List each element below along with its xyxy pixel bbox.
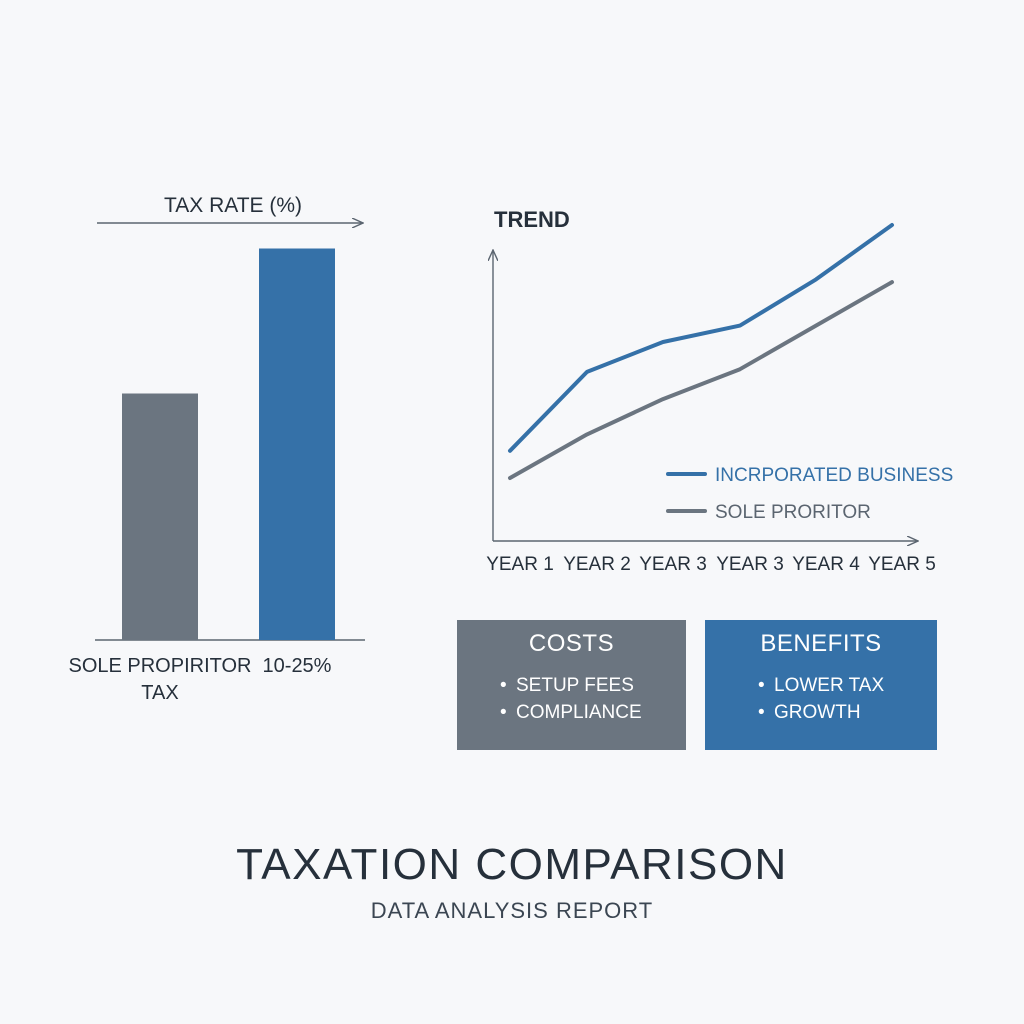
x-tick-label: YEAR 2 — [563, 554, 631, 575]
legend-label: INCRPORATED BUSINESS — [715, 465, 953, 486]
bar-chart: TAX RATE (%) SOLE PROPIRITOR TAX 10-25% — [68, 194, 365, 704]
series-line-2 — [508, 280, 894, 480]
x-tick-label: YEAR 4 — [792, 554, 860, 575]
line-chart-title: TREND — [494, 207, 570, 232]
benefits-list: LOWER TAX GROWTH — [705, 672, 937, 726]
report-subtitle: DATA ANALYSIS REPORT — [370, 898, 654, 923]
bar-1 — [122, 393, 198, 640]
bar-chart-title: TAX RATE (%) — [164, 194, 302, 217]
bar-category-label: TAX — [141, 682, 178, 704]
line-chart: TREND YEAR 1 YEAR 2 YEAR 3 YEAR 3 YEAR 4 YEAR… — [486, 207, 953, 575]
bars-group — [122, 248, 335, 640]
costs-title: COSTS — [528, 630, 615, 657]
x-tick-label: YEAR 5 — [868, 554, 936, 575]
bar-2 — [259, 248, 335, 640]
costs-item: COMPLIANCE — [500, 699, 686, 726]
costs-item: SETUP FEES — [500, 672, 686, 699]
x-tick-label: YEAR 3 — [716, 554, 784, 575]
bar-category-label: 10-25% — [263, 655, 332, 677]
costs-box: COSTS SETUP FEES COMPLIANCE — [457, 620, 686, 750]
bar-category-label: SOLE PROPIRITOR — [68, 655, 251, 677]
x-tick-label: YEAR 1 — [486, 554, 554, 575]
benefits-item: LOWER TAX — [758, 672, 937, 699]
report-title: TAXATION COMPARISON — [236, 840, 788, 889]
series-line-1 — [508, 223, 894, 453]
series-lines-group — [508, 223, 894, 480]
x-tick-label: YEAR 3 — [639, 554, 707, 575]
benefits-box: BENEFITS LOWER TAX GROWTH — [705, 620, 937, 750]
benefits-item: GROWTH — [758, 699, 937, 726]
bar-labels-group: SOLE PROPIRITOR TAX 10-25% — [68, 655, 331, 704]
legend-label: SOLE PRORITOR — [715, 502, 871, 523]
x-tick-labels-group: YEAR 1 YEAR 2 YEAR 3 YEAR 3 YEAR 4 YEAR 5 — [486, 554, 936, 575]
costs-list: SETUP FEES COMPLIANCE — [457, 672, 686, 726]
benefits-title: BENEFITS — [760, 630, 882, 657]
legend: INCRPORATED BUSINESS SOLE PRORITOR — [666, 465, 953, 523]
